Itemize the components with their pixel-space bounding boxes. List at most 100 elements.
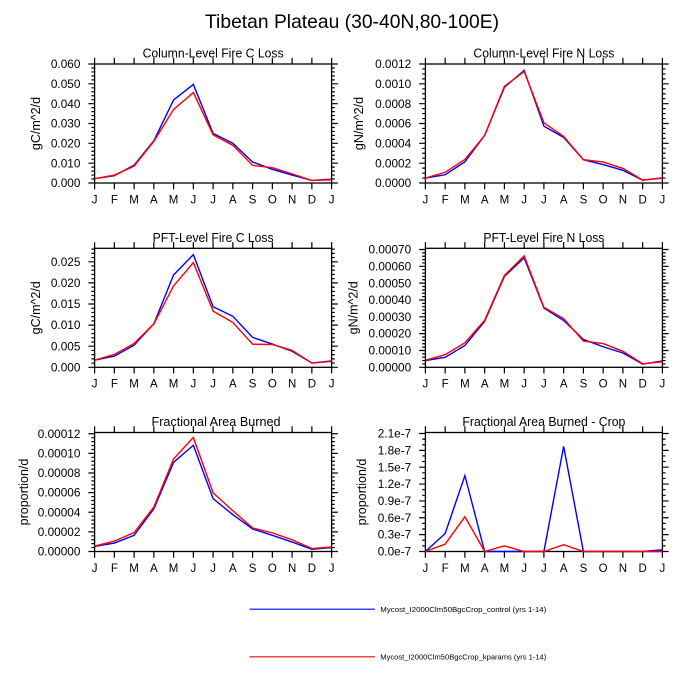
- svg-text:J: J: [190, 379, 196, 391]
- svg-text:Column-Level Fire N Loss: Column-Level Fire N Loss: [473, 46, 614, 61]
- svg-text:J: J: [210, 379, 216, 391]
- svg-text:A: A: [481, 194, 489, 206]
- svg-text:J: J: [190, 194, 196, 206]
- svg-text:0.005: 0.005: [51, 339, 81, 353]
- svg-text:M: M: [169, 379, 179, 391]
- svg-text:J: J: [660, 379, 666, 391]
- svg-text:Mycost_I2000Clm50BgcCrop_kpara: Mycost_I2000Clm50BgcCrop_kparams (yrs 1-…: [380, 653, 546, 662]
- svg-text:0.00040: 0.00040: [369, 293, 412, 307]
- svg-text:0.00006: 0.00006: [38, 486, 81, 500]
- svg-text:0.00008: 0.00008: [38, 466, 81, 480]
- svg-text:M: M: [129, 379, 139, 391]
- svg-text:S: S: [580, 194, 588, 206]
- svg-text:J: J: [423, 379, 429, 391]
- svg-text:0.00002: 0.00002: [38, 525, 81, 539]
- svg-text:M: M: [500, 379, 510, 391]
- svg-text:2.1e-7: 2.1e-7: [378, 427, 411, 441]
- svg-text:A: A: [229, 194, 237, 206]
- svg-text:A: A: [150, 379, 158, 391]
- svg-text:S: S: [249, 563, 257, 575]
- svg-text:0.0006: 0.0006: [375, 117, 412, 131]
- svg-text:0.3e-7: 0.3e-7: [378, 528, 411, 542]
- svg-text:0.9e-7: 0.9e-7: [378, 494, 411, 508]
- svg-text:1.2e-7: 1.2e-7: [378, 477, 411, 491]
- svg-text:J: J: [541, 194, 547, 206]
- svg-text:J: J: [92, 379, 98, 391]
- svg-text:Mycost_I2000Clm50BgcCrop_contr: Mycost_I2000Clm50BgcCrop_control (yrs 1-…: [380, 605, 547, 614]
- svg-text:proportion/d: proportion/d: [17, 459, 31, 526]
- svg-text:F: F: [111, 194, 118, 206]
- svg-text:M: M: [460, 379, 470, 391]
- svg-text:F: F: [111, 379, 118, 391]
- svg-text:F: F: [442, 379, 449, 391]
- svg-text:O: O: [599, 194, 608, 206]
- svg-text:0.0e-7: 0.0e-7: [378, 545, 411, 559]
- svg-text:J: J: [329, 379, 335, 391]
- svg-text:gC/m^2/d: gC/m^2/d: [29, 281, 43, 334]
- svg-text:0.0012: 0.0012: [375, 57, 411, 71]
- svg-text:J: J: [190, 563, 196, 575]
- svg-text:0.0002: 0.0002: [375, 156, 411, 170]
- svg-text:gN/m^2/d: gN/m^2/d: [347, 281, 361, 334]
- svg-text:0.00000: 0.00000: [369, 360, 412, 374]
- svg-text:J: J: [521, 563, 527, 575]
- svg-text:0.010: 0.010: [51, 318, 81, 332]
- svg-text:J: J: [210, 194, 216, 206]
- svg-text:J: J: [423, 563, 429, 575]
- svg-text:0.050: 0.050: [51, 77, 81, 91]
- svg-text:0.00050: 0.00050: [369, 276, 412, 290]
- svg-text:0.0008: 0.0008: [375, 97, 412, 111]
- svg-text:S: S: [580, 563, 588, 575]
- svg-text:0.00020: 0.00020: [369, 327, 412, 341]
- svg-text:D: D: [638, 194, 646, 206]
- svg-text:D: D: [308, 379, 316, 391]
- svg-text:0.00012: 0.00012: [38, 427, 81, 441]
- svg-text:O: O: [599, 563, 608, 575]
- svg-text:0.6e-7: 0.6e-7: [378, 511, 411, 525]
- svg-text:Fractional Area Burned - Crop: Fractional Area Burned - Crop: [462, 414, 625, 429]
- svg-text:A: A: [481, 379, 489, 391]
- svg-text:0.0004: 0.0004: [375, 136, 412, 150]
- svg-text:PFT-Level Fire C Loss: PFT-Level Fire C Loss: [153, 230, 274, 245]
- svg-text:J: J: [541, 379, 547, 391]
- svg-text:D: D: [638, 379, 646, 391]
- svg-text:gC/m^2/d: gC/m^2/d: [29, 97, 43, 150]
- svg-text:A: A: [560, 379, 568, 391]
- svg-text:S: S: [249, 379, 257, 391]
- svg-text:J: J: [92, 194, 98, 206]
- svg-text:Tibetan Plateau (30-40N,80-100: Tibetan Plateau (30-40N,80-100E): [205, 11, 499, 33]
- svg-text:Column-Level Fire C Loss: Column-Level Fire C Loss: [143, 46, 284, 61]
- svg-text:N: N: [288, 563, 296, 575]
- svg-text:J: J: [92, 563, 98, 575]
- svg-text:O: O: [268, 563, 277, 575]
- svg-text:0.000: 0.000: [51, 360, 81, 374]
- svg-text:N: N: [619, 379, 627, 391]
- svg-text:A: A: [150, 563, 158, 575]
- svg-text:1.5e-7: 1.5e-7: [378, 460, 411, 474]
- svg-text:F: F: [442, 194, 449, 206]
- svg-text:D: D: [308, 563, 316, 575]
- svg-text:0.020: 0.020: [51, 276, 81, 290]
- svg-text:A: A: [560, 194, 568, 206]
- svg-text:J: J: [521, 194, 527, 206]
- svg-text:A: A: [229, 563, 237, 575]
- svg-text:0.0010: 0.0010: [375, 77, 412, 91]
- svg-text:M: M: [500, 194, 510, 206]
- svg-text:PFT-Level Fire N Loss: PFT-Level Fire N Loss: [483, 230, 604, 245]
- svg-text:S: S: [249, 194, 257, 206]
- svg-text:M: M: [129, 194, 139, 206]
- svg-text:J: J: [423, 194, 429, 206]
- svg-text:0.00004: 0.00004: [38, 505, 81, 519]
- svg-text:proportion/d: proportion/d: [355, 459, 369, 526]
- svg-text:J: J: [660, 194, 666, 206]
- svg-text:0.020: 0.020: [51, 136, 81, 150]
- svg-text:M: M: [169, 563, 179, 575]
- svg-text:0.010: 0.010: [51, 156, 81, 170]
- svg-text:F: F: [442, 563, 449, 575]
- svg-text:N: N: [619, 563, 627, 575]
- svg-text:D: D: [308, 194, 316, 206]
- svg-text:1.8e-7: 1.8e-7: [378, 443, 411, 457]
- svg-text:S: S: [580, 379, 588, 391]
- svg-text:A: A: [481, 563, 489, 575]
- svg-text:0.00060: 0.00060: [369, 259, 412, 273]
